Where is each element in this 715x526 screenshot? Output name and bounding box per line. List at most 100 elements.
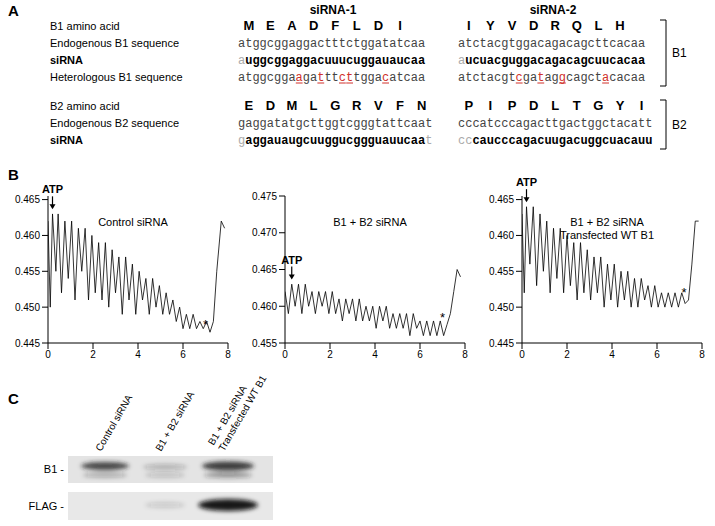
svg-text:g: g — [303, 54, 310, 68]
svg-text:c: c — [472, 54, 479, 68]
svg-text:t: t — [317, 71, 324, 85]
svg-text:c: c — [624, 54, 631, 68]
svg-text:c: c — [494, 54, 501, 68]
svg-text:g: g — [501, 71, 508, 85]
svg-text:c: c — [404, 54, 411, 68]
svg-text:a: a — [411, 54, 418, 68]
svg-text:*: * — [440, 310, 445, 325]
svg-text:a: a — [238, 71, 245, 85]
svg-text:a: a — [530, 134, 537, 148]
svg-text:g: g — [296, 134, 303, 148]
svg-text:c: c — [346, 134, 353, 148]
svg-text:c: c — [404, 117, 411, 131]
svg-text:a: a — [638, 37, 645, 51]
svg-text:a: a — [238, 54, 245, 68]
svg-text:E: E — [266, 18, 275, 33]
svg-text:g: g — [523, 117, 530, 131]
svg-text:c: c — [465, 134, 472, 148]
svg-text:8: 8 — [462, 349, 468, 360]
svg-text:A: A — [8, 2, 19, 19]
svg-text:c: c — [494, 117, 501, 131]
svg-text:t: t — [544, 117, 551, 131]
svg-text:a: a — [288, 54, 295, 68]
svg-text:a: a — [418, 54, 425, 68]
svg-text:c: c — [602, 117, 609, 131]
svg-text:a: a — [310, 54, 317, 68]
svg-text:t: t — [245, 71, 252, 85]
svg-text:a: a — [631, 117, 638, 131]
svg-text:t: t — [324, 71, 331, 85]
svg-text:g: g — [324, 134, 331, 148]
svg-text:t: t — [339, 37, 346, 51]
svg-text:t: t — [638, 117, 645, 131]
svg-text:c: c — [267, 37, 274, 51]
svg-text:t: t — [396, 117, 403, 131]
svg-text:a: a — [296, 71, 303, 85]
svg-text:g: g — [501, 37, 508, 51]
svg-text:c: c — [346, 117, 353, 131]
svg-text:a: a — [389, 37, 396, 51]
svg-text:L: L — [594, 18, 602, 33]
svg-text:c: c — [537, 37, 544, 51]
svg-text:c: c — [573, 134, 580, 148]
svg-text:g: g — [260, 134, 267, 148]
svg-text:u: u — [638, 134, 645, 148]
svg-text:c: c — [588, 71, 595, 85]
svg-text:a: a — [458, 71, 465, 85]
svg-text:t: t — [396, 37, 403, 51]
svg-text:g: g — [332, 134, 339, 148]
svg-text:c: c — [382, 71, 389, 85]
svg-text:0.445: 0.445 — [489, 338, 514, 349]
svg-text:c: c — [566, 37, 573, 51]
svg-text:g: g — [516, 37, 523, 51]
svg-text:t: t — [375, 117, 382, 131]
svg-text:a: a — [418, 117, 425, 131]
svg-text:a: a — [544, 37, 551, 51]
svg-text:P: P — [508, 98, 517, 113]
svg-text:g: g — [360, 54, 367, 68]
svg-text:a: a — [616, 37, 623, 51]
svg-text:c: c — [609, 37, 616, 51]
svg-text:g: g — [324, 117, 331, 131]
svg-text:c: c — [516, 71, 523, 85]
svg-text:0.455: 0.455 — [252, 338, 277, 349]
svg-text:g: g — [281, 71, 288, 85]
svg-text:V: V — [508, 18, 517, 33]
svg-text:L: L — [353, 18, 361, 33]
svg-text:u: u — [389, 134, 396, 148]
svg-text:c: c — [317, 37, 324, 51]
svg-text:a: a — [530, 37, 537, 51]
svg-text:a: a — [375, 54, 382, 68]
svg-text:g: g — [252, 54, 259, 68]
svg-text:A: A — [287, 18, 297, 33]
svg-text:t: t — [396, 71, 403, 85]
svg-text:c: c — [339, 71, 346, 85]
svg-text:t: t — [288, 117, 295, 131]
svg-text:B2: B2 — [672, 118, 687, 132]
svg-text:g: g — [580, 37, 587, 51]
svg-text:a: a — [487, 37, 494, 51]
svg-text:g: g — [252, 117, 259, 131]
svg-text:0: 0 — [519, 349, 525, 360]
svg-text:c: c — [566, 71, 573, 85]
svg-text:0: 0 — [45, 349, 51, 360]
svg-text:a: a — [638, 54, 645, 68]
svg-text:g: g — [303, 37, 310, 51]
svg-text:c: c — [317, 54, 324, 68]
svg-text:B1: B1 — [672, 46, 687, 60]
svg-text:*: * — [203, 317, 208, 332]
svg-text:H: H — [615, 18, 624, 33]
svg-text:u: u — [480, 54, 487, 68]
svg-text:0.465: 0.465 — [252, 264, 277, 275]
svg-text:c: c — [588, 37, 595, 51]
svg-text:R: R — [551, 18, 561, 33]
svg-text:c: c — [303, 117, 310, 131]
svg-text:a: a — [245, 134, 252, 148]
svg-text:D: D — [374, 18, 383, 33]
svg-text:c: c — [609, 54, 616, 68]
svg-text:t: t — [353, 71, 360, 85]
svg-text:c: c — [346, 54, 353, 68]
svg-text:B1 amino acid: B1 amino acid — [50, 20, 120, 32]
svg-text:0.475: 0.475 — [252, 191, 277, 202]
svg-text:g: g — [303, 71, 310, 85]
